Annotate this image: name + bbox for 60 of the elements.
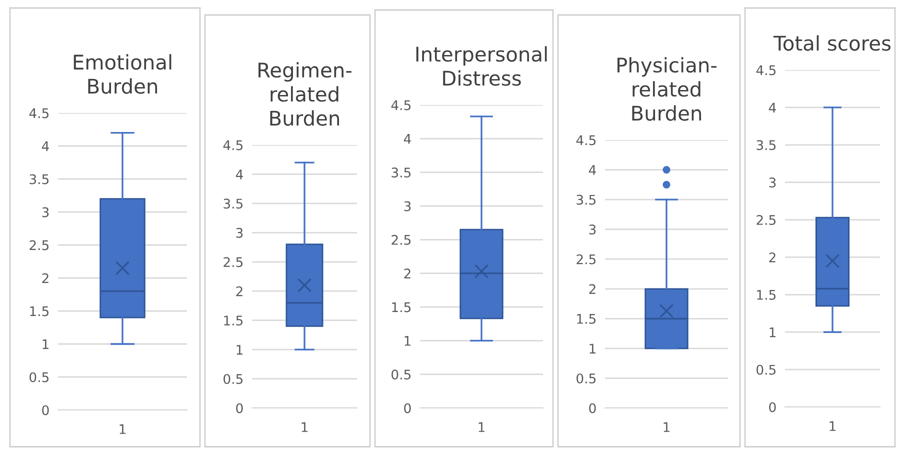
y-tick-label: 3.5 bbox=[30, 174, 49, 184]
x-tick-label: 1 bbox=[478, 422, 484, 432]
y-tick-label: 4 bbox=[236, 170, 243, 180]
y-tick-label: 2.5 bbox=[576, 254, 596, 264]
y-tick-label: 4.5 bbox=[391, 100, 411, 110]
chart-title: Emotional Burden bbox=[74, 54, 172, 94]
y-tick-label: 2.5 bbox=[756, 215, 776, 225]
y-tick-label: 0.5 bbox=[576, 373, 596, 384]
y-tick-label: 0 bbox=[42, 405, 49, 416]
y-tick-label: 0.5 bbox=[756, 364, 776, 375]
y-tick-label: 3 bbox=[236, 228, 243, 238]
y-tick-label: 1.5 bbox=[30, 306, 49, 316]
y-tick-label: 0 bbox=[589, 403, 596, 414]
y-tick-label: 2 bbox=[42, 273, 48, 284]
y-tick-label: 1.5 bbox=[577, 314, 596, 324]
y-tick-label: 0 bbox=[404, 403, 411, 414]
x-tick-label: 1 bbox=[302, 422, 308, 432]
y-tick-label: 1 bbox=[770, 328, 776, 338]
y-tick-label: 4 bbox=[404, 134, 411, 144]
y-tick-label: 4.5 bbox=[576, 135, 596, 146]
y-tick-label: 1 bbox=[404, 336, 410, 346]
x-tick-label: 1 bbox=[664, 422, 670, 432]
y-tick-label: 3 bbox=[769, 178, 776, 188]
y-tick-label: 1 bbox=[590, 344, 596, 354]
y-tick-label: 1.5 bbox=[392, 302, 411, 312]
y-tick-label: 3.5 bbox=[392, 168, 411, 178]
y-tick-label: 3.5 bbox=[756, 140, 776, 150]
y-tick-label: 1.5 bbox=[757, 290, 776, 300]
y-tick-label: 2.5 bbox=[30, 240, 49, 250]
y-tick-label: 2.5 bbox=[392, 234, 411, 245]
chart-title: Physician- related Burden bbox=[618, 57, 716, 121]
y-tick-label: 3.5 bbox=[576, 194, 596, 205]
y-tick-label: 2.5 bbox=[224, 257, 243, 268]
y-tick-label: 2 bbox=[404, 268, 410, 278]
y-tick-label: 4.5 bbox=[223, 140, 243, 150]
x-tick-label: 1 bbox=[120, 424, 126, 434]
y-tick-label: 3 bbox=[589, 224, 596, 235]
y-tick-label: 4.5 bbox=[756, 65, 776, 76]
y-tick-label: 2 bbox=[589, 284, 596, 294]
y-tick-label: 4 bbox=[588, 165, 596, 175]
y-tick-label: 2 bbox=[769, 252, 776, 262]
y-tick-label: 3 bbox=[42, 207, 49, 218]
y-tick-label: 2 bbox=[236, 286, 242, 296]
y-tick-label: 4 bbox=[768, 102, 776, 112]
y-tick-label: 1.5 bbox=[224, 316, 243, 326]
y-tick-label: 3.5 bbox=[224, 198, 243, 209]
chart-title: Total scores bbox=[773, 35, 891, 51]
chart-title: Regimen- related Burden bbox=[258, 62, 352, 126]
y-tick-label: 1 bbox=[42, 339, 48, 350]
y-tick-label: 0 bbox=[769, 402, 776, 412]
y-tick-label: 4.5 bbox=[29, 108, 49, 118]
y-tick-label: 0.5 bbox=[392, 370, 411, 380]
y-tick-label: 1 bbox=[236, 344, 242, 355]
x-tick-label: 1 bbox=[830, 421, 836, 431]
y-tick-label: 0.5 bbox=[224, 374, 243, 384]
y-tick-label: 0.5 bbox=[30, 372, 49, 382]
y-tick-label: 3 bbox=[404, 201, 411, 212]
y-tick-label: 4 bbox=[42, 141, 49, 152]
chart-title: Interpersonal Distress bbox=[416, 46, 547, 86]
y-tick-label: 0 bbox=[236, 403, 243, 414]
